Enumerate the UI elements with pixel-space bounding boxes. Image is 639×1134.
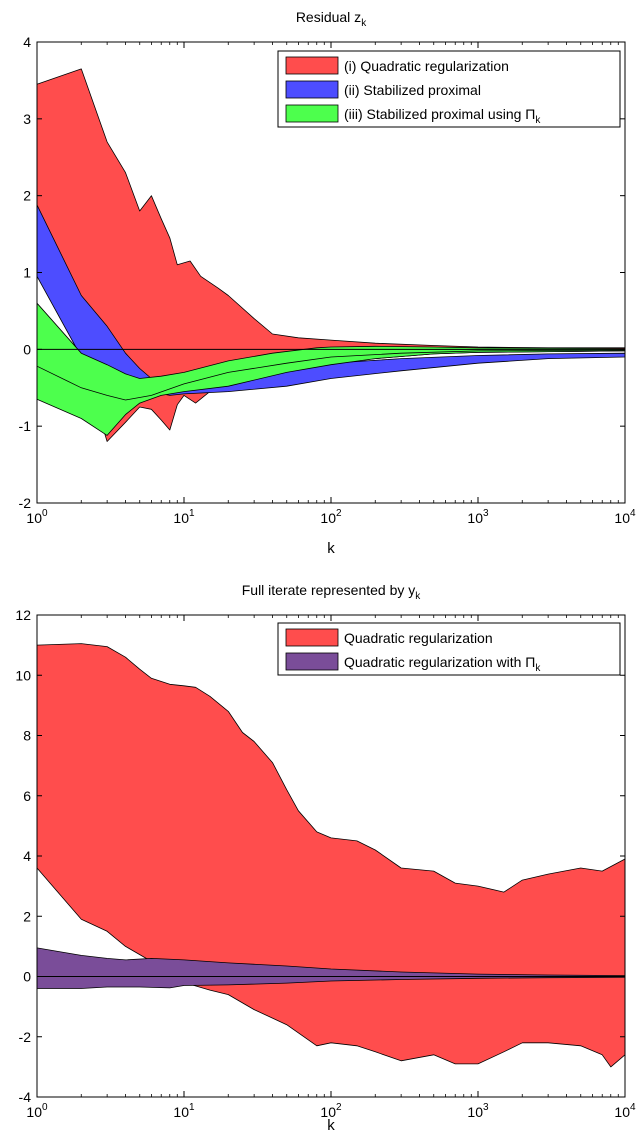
chart-panel-2: -4 -2 0 2 4 6 8 10 12 100 101 102 103 104 Full iterate… (15, 582, 636, 1134)
y-tick-label: 2 (23, 188, 31, 204)
x-tick-label: 104 (614, 508, 636, 526)
chart-title: Residual zk (296, 9, 367, 29)
legend: (i) Quadratic regularization (ii) Stabili… (277, 50, 621, 128)
x-tick-label: 102 (320, 508, 342, 526)
y-tick-label: 8 (23, 728, 31, 744)
legend-entry-3: (iii) Stabilized proximal using Πk (344, 106, 541, 126)
x-axis-label: k (327, 1117, 335, 1134)
legend: Quadratic regularization Quadratic regula… (277, 622, 621, 676)
chart-title: Full iterate represented by yk (242, 582, 422, 602)
y-tick-label: -1 (19, 418, 32, 434)
legend-swatch-1 (285, 628, 339, 647)
y-tick-label: 2 (23, 908, 31, 924)
y-tick-label: 4 (23, 848, 31, 864)
x-tick-label: 104 (614, 1102, 636, 1120)
x-tick-label: 100 (26, 508, 48, 526)
legend-entry-2: (ii) Stabilized proximal (344, 82, 481, 98)
x-tick-label: 101 (173, 508, 195, 526)
legend-swatch-1 (285, 56, 339, 75)
x-tick-label: 100 (26, 1102, 48, 1120)
y-tick-label: 12 (15, 607, 31, 623)
y-tick-label: 1 (23, 265, 31, 281)
center-line-series-3 (36, 349, 626, 401)
x-tick-label: 102 (320, 1102, 342, 1120)
legend-swatch-3 (285, 104, 339, 123)
legend-entry-2: Quadratic regularization with Πk (344, 654, 541, 674)
x-tick-label: 103 (467, 508, 489, 526)
legend-entry-1: (i) Quadratic regularization (344, 58, 509, 74)
y-tick-label: 0 (23, 341, 31, 357)
y-tick-label: 3 (23, 111, 31, 127)
y-tick-label: 4 (23, 34, 31, 50)
chart-panel-1: -2 -1 0 1 2 3 4 100 101 102 103 104 Residual zk k (i) … (19, 9, 636, 557)
legend-swatch-2 (285, 652, 339, 671)
y-tick-label: 0 (23, 969, 31, 985)
y-tick-label: 10 (15, 667, 31, 683)
x-axis-label: k (327, 540, 335, 557)
legend-swatch-2 (285, 80, 339, 99)
x-tick-label: 103 (467, 1102, 489, 1120)
legend-entry-1: Quadratic regularization (344, 630, 493, 646)
x-tick-label: 101 (173, 1102, 195, 1120)
y-tick-label: -2 (19, 1029, 32, 1045)
y-tick-label: 6 (23, 788, 31, 804)
y-tick-label: -2 (19, 495, 32, 511)
y-tick-label: -4 (19, 1089, 32, 1105)
